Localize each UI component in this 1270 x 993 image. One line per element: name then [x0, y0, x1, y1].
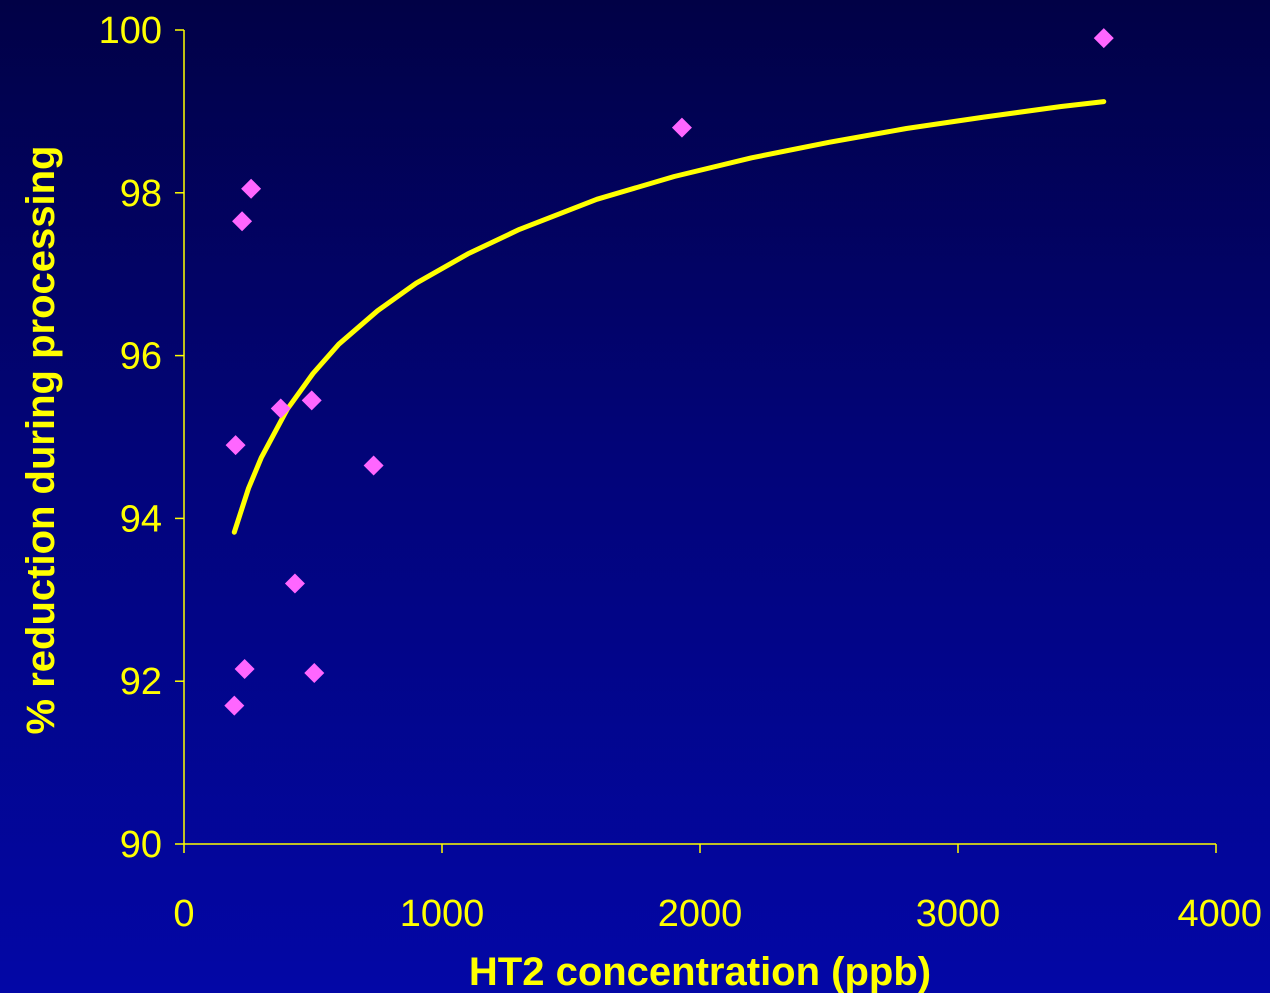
data-point — [284, 573, 305, 594]
y-tick-label: 98 — [120, 173, 162, 215]
y-tick-label: 94 — [120, 498, 162, 540]
y-tick-label: 92 — [120, 661, 162, 703]
data-point — [232, 211, 253, 232]
y-tick-label: 100 — [99, 10, 162, 52]
y-tick-label: 90 — [120, 824, 162, 866]
data-point — [270, 398, 291, 419]
data-point — [241, 178, 262, 199]
x-axis-ticks: 0 1000 2000 3000 4000 — [173, 844, 1262, 935]
x-tick-label: 1000 — [400, 893, 485, 935]
data-point — [304, 663, 325, 684]
data-point — [234, 658, 255, 679]
data-point — [225, 435, 246, 456]
x-tick-label: 3000 — [916, 893, 1001, 935]
y-tick-label: 96 — [120, 336, 162, 378]
x-axis-title: HT2 concentration (ppb) — [469, 950, 931, 993]
x-tick-label: 0 — [173, 893, 194, 935]
data-point — [363, 455, 384, 476]
trendline — [231, 99, 1107, 535]
y-axis-ticks: 90 92 94 96 98 100 — [99, 10, 184, 866]
x-tick-label: 2000 — [658, 893, 743, 935]
trendline-group — [231, 99, 1107, 535]
data-point — [671, 117, 692, 138]
axes — [183, 30, 1216, 845]
data-point — [224, 695, 245, 716]
y-axis-title: % reduction during processing — [19, 146, 63, 735]
data-points — [224, 28, 1114, 716]
x-tick-label: 4000 — [1177, 893, 1262, 935]
data-point — [1093, 28, 1114, 49]
data-point — [301, 390, 322, 411]
